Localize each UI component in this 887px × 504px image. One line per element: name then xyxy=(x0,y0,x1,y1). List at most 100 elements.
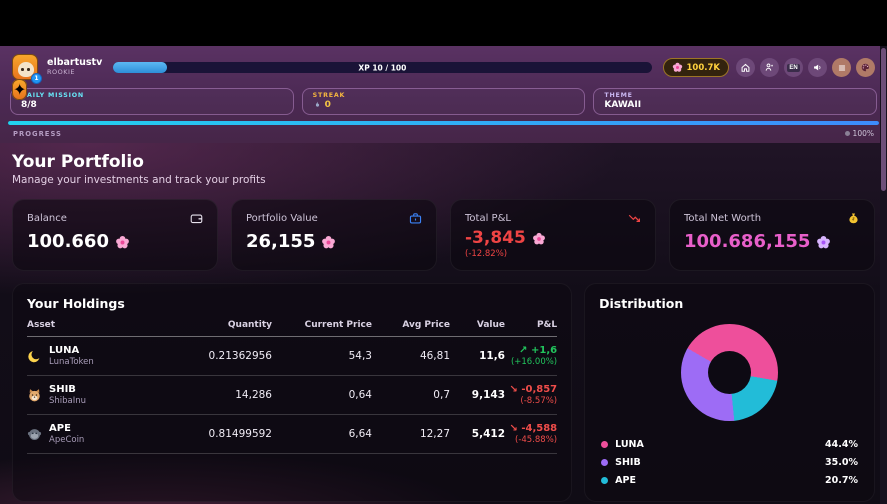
player-icon xyxy=(765,63,774,71)
asset-symbol: APE xyxy=(49,423,71,435)
page-subtitle: Manage your investments and track your p… xyxy=(12,174,266,186)
legend-dot-luna xyxy=(601,440,609,448)
daily-mission-value: 8/8 xyxy=(21,100,37,110)
volume-icon xyxy=(814,64,821,71)
legend-item-luna: LUNA 44.4% xyxy=(599,435,860,453)
asset-name: ApeCoin xyxy=(49,435,85,446)
theme-label: THEME xyxy=(604,92,633,99)
col-avg-price: Avg Price xyxy=(402,320,450,330)
home-button[interactable] xyxy=(736,58,755,77)
theme-button[interactable] xyxy=(856,58,875,77)
distribution-title: Distribution xyxy=(599,296,684,311)
legend-dot-ape xyxy=(601,476,609,484)
trend-down-icon: ↘ xyxy=(509,383,518,395)
asset-symbol: SHIB xyxy=(49,384,76,396)
current-price: 0,64 xyxy=(348,389,372,402)
avatar[interactable]: ✦ 1 xyxy=(12,54,42,100)
table-row-ape[interactable]: APE ApeCoin 0.81499592 6,64 12,27 5,412 … xyxy=(27,415,558,455)
wallet-icon xyxy=(190,214,203,224)
scrollbar-thumb[interactable] xyxy=(881,48,886,191)
xp-text: XP 10 / 100 xyxy=(358,63,407,72)
streak-value: 0 xyxy=(324,100,331,110)
pnl-change: ↘ -4,588 xyxy=(509,422,558,434)
header-buttons: EN xyxy=(736,58,875,77)
current-price: 6,64 xyxy=(348,428,372,441)
asset-name: LunaToken xyxy=(49,356,94,367)
home-icon xyxy=(741,63,750,72)
progress-bar xyxy=(8,121,879,125)
balance-label: Balance xyxy=(27,213,67,224)
net-worth-label: Total Net Worth xyxy=(684,213,762,224)
panels-row: Your Holdings Asset Quantity Current Pri… xyxy=(12,283,875,502)
language-button[interactable]: EN xyxy=(784,58,803,77)
total-pnl-percent: (-12.82%) xyxy=(465,249,508,259)
avatar-star-icon: ✦ xyxy=(12,79,28,100)
value: 5,412 xyxy=(471,428,505,441)
xp-fill xyxy=(113,62,168,73)
currency-amount: 100.7K xyxy=(686,62,720,73)
portfolio-value-label: Portfolio Value xyxy=(246,213,318,224)
total-pnl-card: Total P&L -3,845 (-12.82%) xyxy=(450,199,656,271)
pnl-change: ↘ -0,857 xyxy=(509,383,558,395)
asset-name: ShibaInu xyxy=(49,396,87,407)
menu-button[interactable] xyxy=(832,58,851,77)
progress-fill xyxy=(8,121,879,125)
distribution-panel: Distribution LUNA 44.4% SHIB 35.0% xyxy=(584,283,875,502)
total-pnl-value: -3,845 xyxy=(465,228,526,248)
user-meta: elbartustv ROOKIE xyxy=(47,57,103,76)
petal-currency-icon xyxy=(672,62,682,72)
avg-price: 46,81 xyxy=(419,350,450,363)
legend-item-ape: APE 20.7% xyxy=(599,471,860,489)
distribution-legend: LUNA 44.4% SHIB 35.0% APE 20.7% xyxy=(599,435,860,489)
app-window: ✦ 1 elbartustv ROOKIE XP 10 / 100 100.7K xyxy=(0,46,887,504)
progress-label: PROGRESS xyxy=(13,129,62,138)
theme-card: THEME KAWAII xyxy=(593,88,878,115)
avg-price: 12,27 xyxy=(419,428,450,441)
streak-label: STREAK xyxy=(312,92,346,99)
balance-value: 100.660 xyxy=(27,231,109,252)
pnl-change: ↗ +1,6 xyxy=(519,344,558,356)
value: 11,6 xyxy=(479,350,505,363)
col-value: Value xyxy=(476,320,505,330)
game-header: ✦ 1 elbartustv ROOKIE XP 10 / 100 100.7K xyxy=(0,46,887,143)
distribution-donut-chart xyxy=(681,324,779,421)
holdings-panel: Your Holdings Asset Quantity Current Pri… xyxy=(12,283,573,502)
streak-value-wrap: 0 xyxy=(313,100,575,110)
money-bag-icon xyxy=(849,213,858,224)
table-row-shib[interactable]: SHIB ShibaInu 14,286 0,64 0,7 9,143 ↘ -0… xyxy=(27,376,558,416)
dog-icon xyxy=(29,388,40,401)
col-current-price: Current Price xyxy=(304,320,372,330)
level-badge: 1 xyxy=(31,73,42,84)
net-worth-card: Total Net Worth 100.686,155 xyxy=(669,199,875,271)
currency-pill[interactable]: 100.7K xyxy=(662,58,729,77)
total-pnl-label: Total P&L xyxy=(465,213,511,224)
avg-price: 0,7 xyxy=(433,389,450,402)
scrollbar[interactable] xyxy=(880,46,887,504)
player-button[interactable] xyxy=(760,58,779,77)
holdings-table-header: Asset Quantity Current Price Avg Price V… xyxy=(27,320,558,337)
current-price: 54,3 xyxy=(348,350,372,363)
progress-labels: PROGRESS 100% xyxy=(8,125,879,143)
sound-button[interactable] xyxy=(808,58,827,77)
avatar-image xyxy=(12,54,38,80)
petal-icon xyxy=(322,235,336,248)
legend-dot-shib xyxy=(601,458,609,466)
quantity: 0.21362956 xyxy=(208,350,272,363)
progress-value: 100% xyxy=(852,129,874,138)
petal-icon xyxy=(116,235,129,248)
petal-icon xyxy=(532,232,545,244)
progress-value-wrap: 100% xyxy=(844,129,874,138)
flame-icon xyxy=(315,101,319,107)
palette-icon xyxy=(861,63,869,72)
daily-mission-label: DAILY MISSION xyxy=(21,92,84,99)
moon-icon xyxy=(28,350,40,362)
portfolio-value: 26,155 xyxy=(246,231,316,252)
table-row-luna[interactable]: LUNA LunaToken 0.21362956 54,3 46,81 11,… xyxy=(27,337,558,377)
col-quantity: Quantity xyxy=(227,320,272,330)
progress-dot-icon xyxy=(844,131,850,136)
username: elbartustv xyxy=(47,57,103,69)
asset-symbol: LUNA xyxy=(49,344,80,356)
net-worth-value: 100.686,155 xyxy=(684,231,811,252)
petal-icon-violet xyxy=(817,235,831,248)
quantity: 0.81499592 xyxy=(208,428,272,441)
